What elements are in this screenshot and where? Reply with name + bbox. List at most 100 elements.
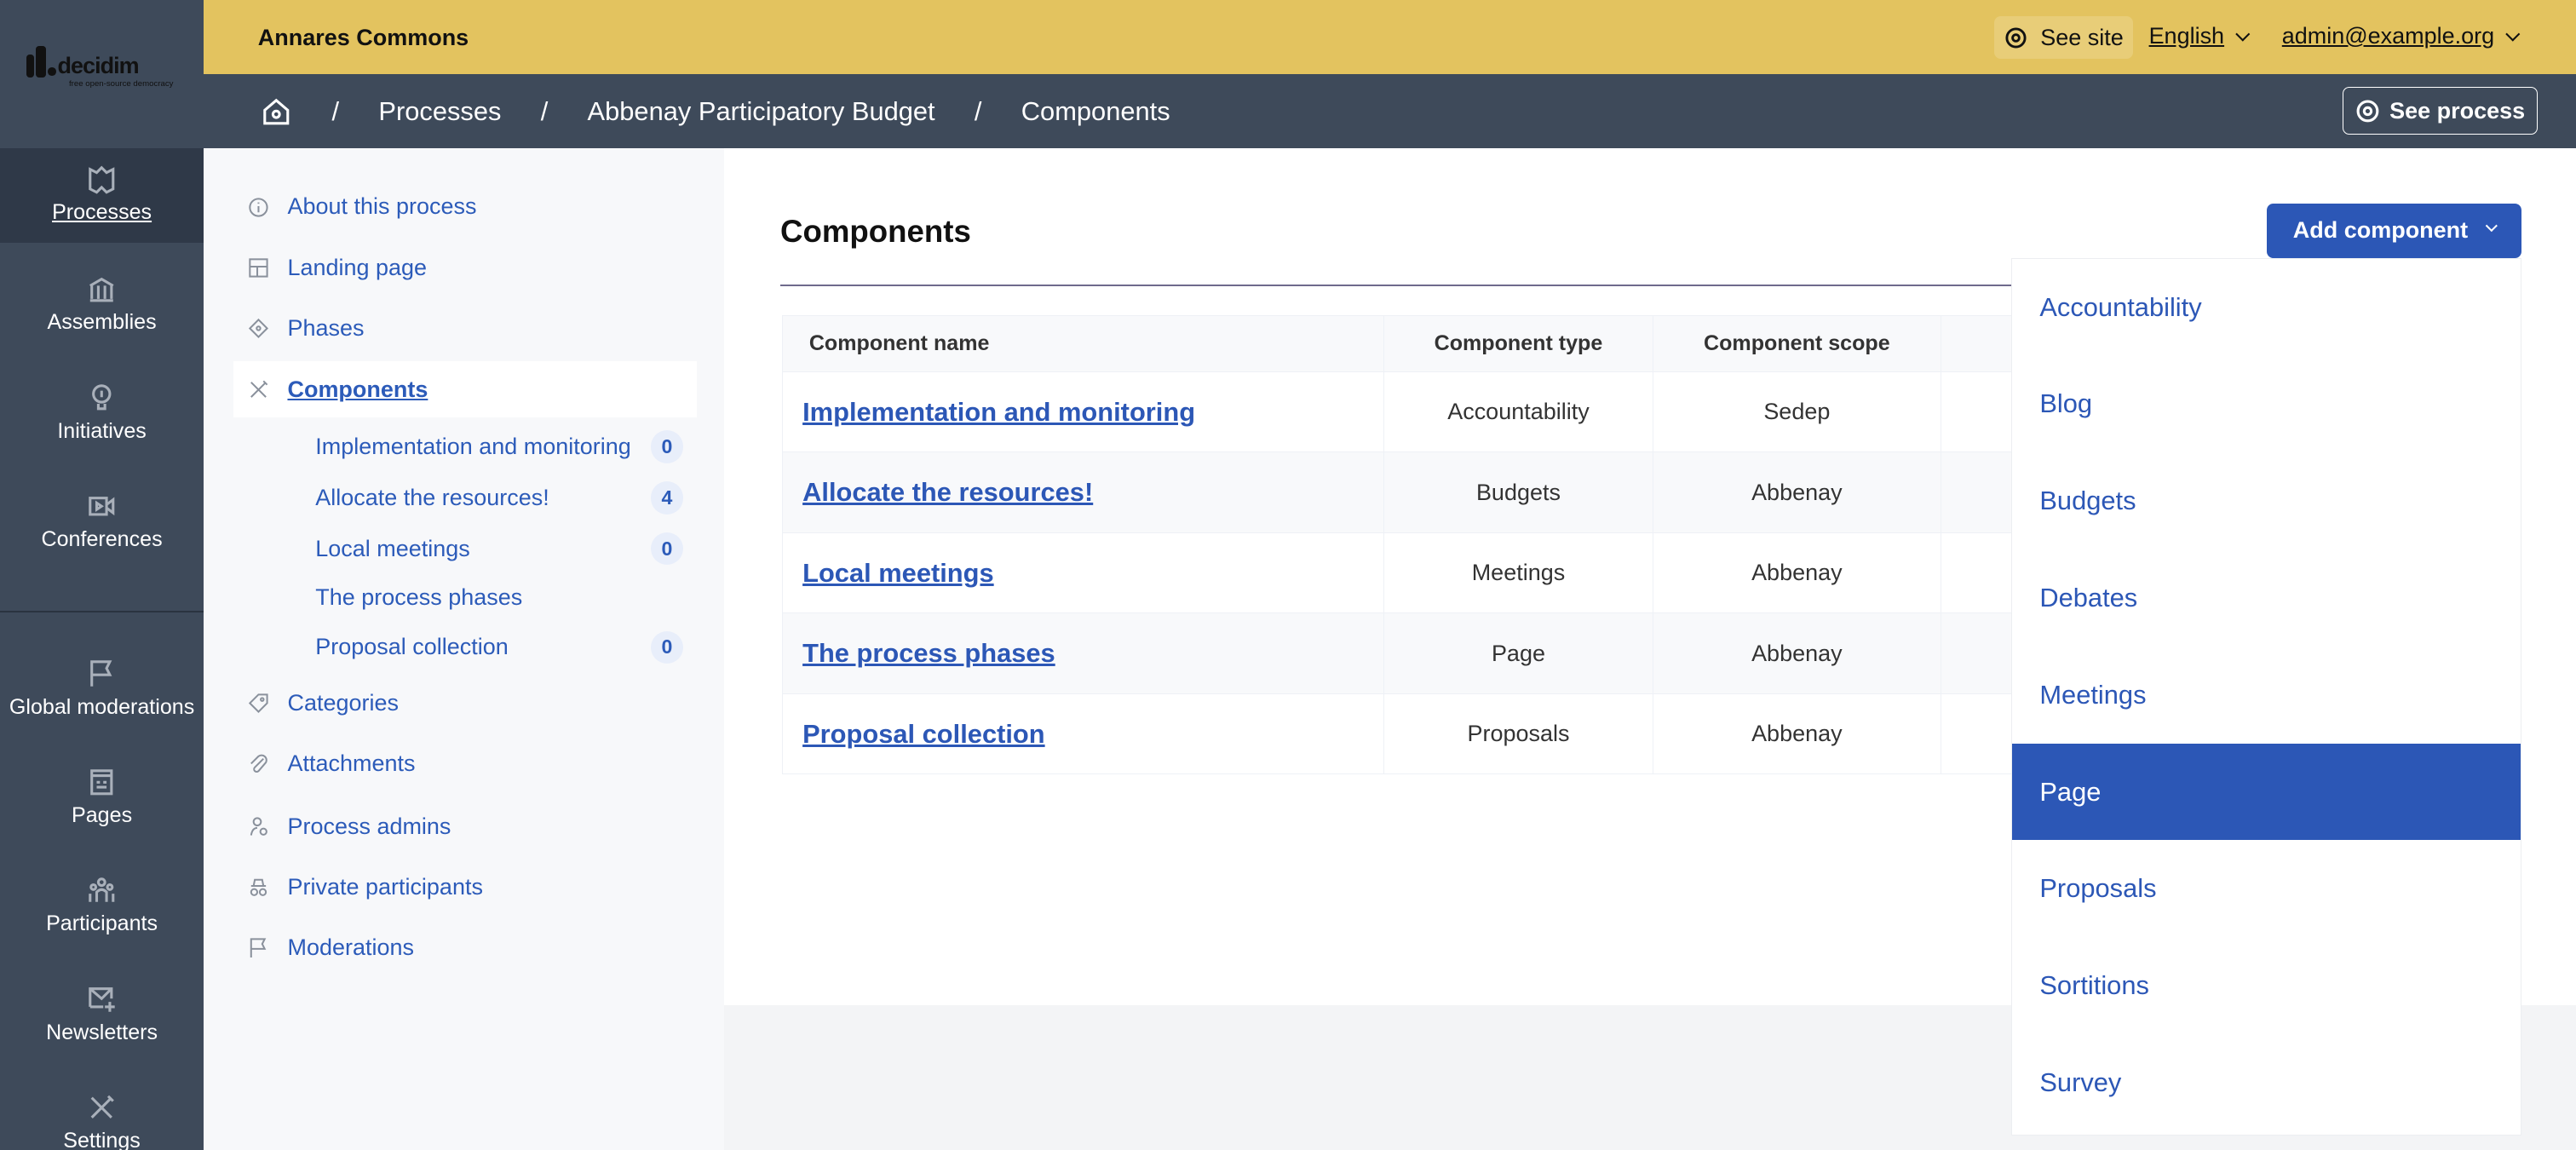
chevron-down-icon [2235,26,2250,41]
nav-item-initiatives[interactable]: Initiatives [0,366,204,462]
breadcrumb-process[interactable]: Abbenay Participatory Budget [587,96,935,127]
chevron-down-icon [2505,26,2520,41]
nav-item-processes[interactable]: Processes [0,147,204,244]
see-site-button[interactable]: See site [1994,16,2134,60]
table-row: Allocate the resources! Budgets Abbenay [781,451,2031,533]
dropdown-item-proposals[interactable]: Proposals [2039,873,2157,904]
component-scope: Abbenay [1653,693,1941,775]
lightbulb-icon [92,384,112,411]
user-settings-icon [250,816,268,836]
sidebar-component-link[interactable]: Implementation and monitoring 0 [315,425,684,468]
component-type: Meetings [1383,532,1654,614]
nav-item-participants[interactable]: Participants [0,860,204,955]
page-title: Components [780,213,971,249]
component-scope: Abbenay [1653,612,1941,694]
sidebar-item-private-participants[interactable]: Private participants [233,860,697,916]
count-badge: 0 [650,630,684,664]
home-icon[interactable] [260,95,293,129]
header-component-name: Component name [781,315,1384,372]
header-component-type: Component type [1383,315,1654,372]
sidebar-component-link[interactable]: Local meetings 0 [315,527,684,570]
breadcrumb-processes[interactable]: Processes [378,96,502,127]
nav-item-assemblies[interactable]: Assemblies [0,258,204,354]
user-menu[interactable]: admin@example.org [2282,23,2520,49]
component-link[interactable]: The process phases [802,638,1055,669]
sidebar-item-process-admins[interactable]: Process admins [233,798,697,854]
sidebar-item-phases[interactable]: Phases [233,301,697,357]
nav-item-pages[interactable]: Pages [0,750,204,846]
tools-icon [250,380,268,398]
map-icon [89,165,115,194]
title-divider [780,284,2522,286]
decidim-logo[interactable]: decidim free open-source democracy [26,45,191,95]
incognito-icon [250,878,267,896]
header-component-scope: Component scope [1653,315,1941,372]
breadcrumb: / Processes / Abbenay Participatory Budg… [204,73,2576,148]
see-process-button[interactable]: See process [2343,87,2538,135]
nav-item-global-moderations[interactable]: Global moderations [0,642,204,738]
table-row: The process phases Page Abbenay [781,612,2031,694]
organization-name: Annares Commons [257,24,469,50]
components-table: Component name Component type Component … [781,315,2031,775]
add-component-dropdown: Accountability Blog Budgets Debates Meetings… [2010,257,2522,1136]
main-nav: decidim free open-source democracy Proce… [0,0,204,1150]
component-scope: Abbenay [1653,532,1941,614]
nav-item-conferences[interactable]: Conferences [0,474,204,570]
breadcrumb-components: Components [1021,96,1170,127]
tag-icon [249,693,268,713]
sidebar-item-about-this-process[interactable]: About this process [233,179,697,235]
add-component-button[interactable]: Add component [2267,204,2522,258]
nav-item-settings[interactable]: Settings [0,1076,204,1150]
component-scope: Sedep [1653,371,1941,453]
sidebar-item-attachments[interactable]: Attachments [233,736,697,792]
sidebar-item-moderations[interactable]: Moderations [233,920,697,976]
table-row: Proposal collection Proposals Abbenay [781,693,2031,775]
sidebar-item-categories[interactable]: Categories [233,676,697,732]
diamond-icon [249,319,269,339]
count-badge: 4 [650,481,684,515]
page-icon [90,768,113,796]
paperclip-icon [250,754,268,773]
eye-icon [2005,27,2027,49]
dropdown-item-sortitions[interactable]: Sortitions [2039,970,2149,1001]
nav-divider [0,611,204,613]
dropdown-item-survey[interactable]: Survey [2039,1067,2122,1097]
video-icon [89,496,115,516]
component-link[interactable]: Proposal collection [802,718,1045,749]
eye-icon [2356,100,2378,123]
component-link[interactable]: Implementation and monitoring [802,396,1196,427]
dropdown-item-debates[interactable]: Debates [2039,583,2138,613]
top-bar: Annares Commons See site English admin@e… [204,0,2576,74]
component-type: Budgets [1383,451,1654,533]
mail-add-icon [89,987,115,1012]
sidebar-item-landing-page[interactable]: Landing page [233,240,697,296]
chevron-down-icon [2486,220,2498,232]
dropdown-item-meetings[interactable]: Meetings [2039,679,2147,710]
dropdown-item-page[interactable]: Page [2011,743,2521,841]
language-selector[interactable]: English [2149,23,2250,49]
sidebar-component-link[interactable]: Allocate the resources! 4 [315,476,684,519]
table-row: Implementation and monitoring Accountabil… [781,371,2031,453]
people-icon [89,877,115,902]
dropdown-item-accountability[interactable]: Accountability [2039,291,2202,322]
flag-icon [90,660,112,687]
component-scope: Abbenay [1653,451,1941,533]
table-row: Local meetings Meetings Abbenay [781,532,2031,614]
sidebar-component-link[interactable]: Proposal collection 0 [315,626,684,669]
bank-icon [89,278,114,302]
nav-item-newsletters[interactable]: Newsletters [0,968,204,1063]
component-type: Page [1383,612,1654,694]
dropdown-item-blog[interactable]: Blog [2039,388,2093,419]
component-type: Accountability [1383,371,1654,453]
process-sidebar: About this process Landing page Phases Comp… [204,147,725,1150]
dropdown-item-budgets[interactable]: Budgets [2039,486,2136,516]
component-link[interactable]: Allocate the resources! [802,477,1094,508]
component-link[interactable]: Local meetings [802,557,994,588]
sidebar-component-link[interactable]: The process phases [315,584,523,611]
layout-icon [249,258,268,278]
count-badge: 0 [650,430,684,463]
sidebar-item-components[interactable]: Components [233,361,697,417]
count-badge: 0 [650,532,684,566]
flag-icon [250,938,267,958]
component-type: Proposals [1383,693,1654,775]
